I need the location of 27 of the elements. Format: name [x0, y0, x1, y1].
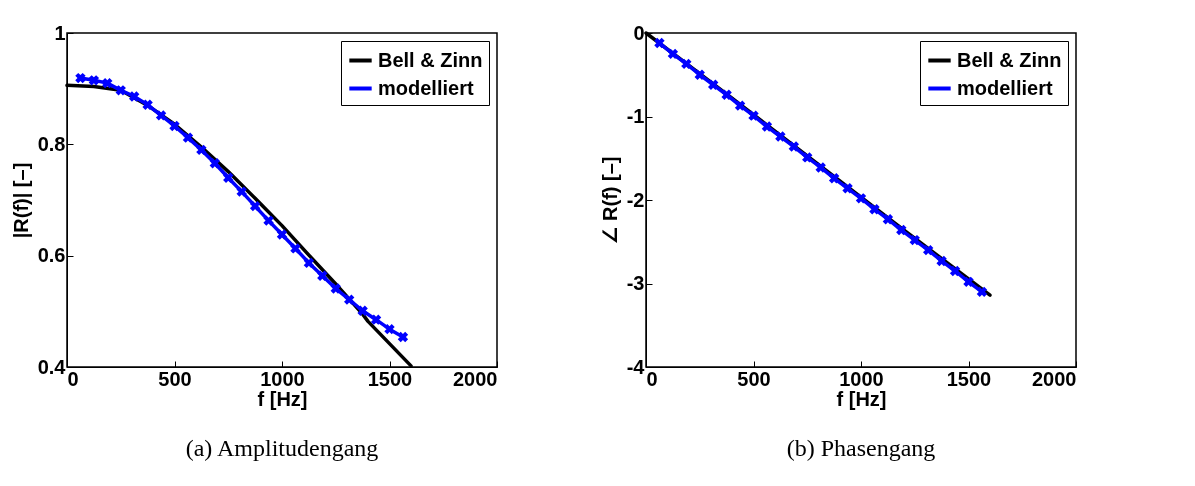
x-tick-label: 500 — [737, 367, 771, 390]
y-tick-label: 0.8 — [37, 132, 66, 155]
x-tick-label: 2000 — [1032, 367, 1077, 390]
y-tick-label: -2 — [626, 188, 645, 211]
x-tick-label: 500 — [158, 367, 192, 390]
legend-label: Bell & Zinn — [378, 48, 483, 71]
x-axis-title: f [Hz] — [836, 387, 887, 410]
legend-label: Bell & Zinn — [957, 48, 1062, 71]
x-tick-label: 2000 — [453, 367, 498, 390]
x-tick-label: 1000 — [260, 367, 305, 390]
text: (b) Phasengang — [786, 435, 936, 461]
y-axis-title: ∠ R(f) [–] — [598, 156, 621, 245]
x-tick-label: 1500 — [946, 367, 992, 390]
legend-label: modelliert — [378, 76, 474, 99]
x-axis-title: f [Hz] — [257, 387, 308, 410]
y-tick-label: -1 — [626, 105, 645, 127]
x-tick-label: 1000 — [839, 367, 884, 390]
legend-label: modelliert — [957, 76, 1053, 99]
y-tick-label: -3 — [626, 272, 645, 294]
y-tick-label: -4 — [626, 355, 646, 378]
y-axis-title: |R(f)| [–] — [9, 162, 32, 239]
y-tick-label: 0.6 — [37, 244, 66, 267]
text: (a) Amplitudengang — [185, 435, 379, 461]
y-tick-label: 1 — [54, 21, 66, 44]
y-tick-label: 0 — [633, 21, 645, 44]
y-tick-label: 0.4 — [37, 355, 67, 378]
x-tick-label: 1500 — [367, 367, 413, 390]
